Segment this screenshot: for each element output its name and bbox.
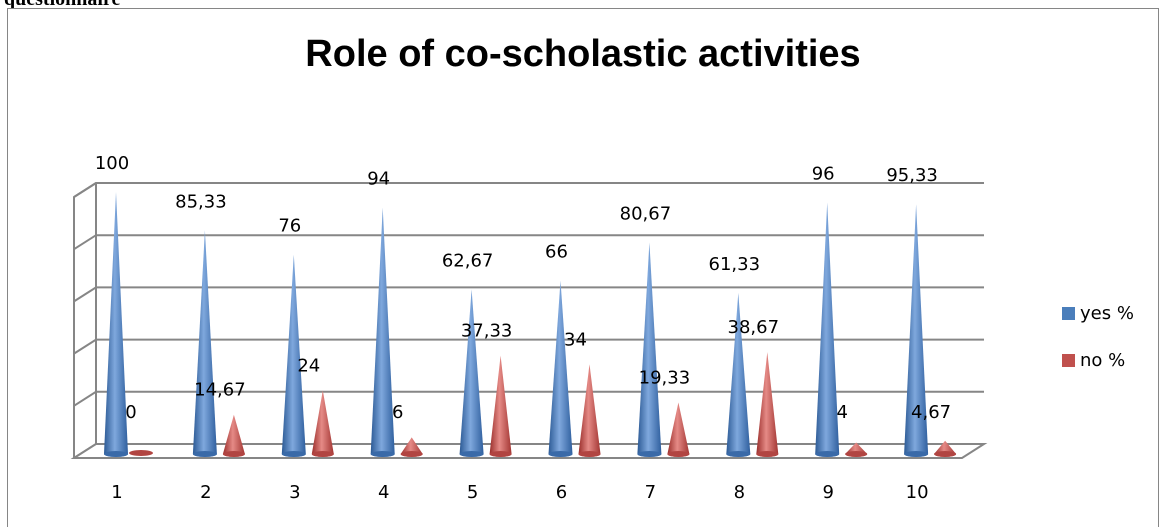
side-wall-edge xyxy=(73,182,97,458)
legend-swatch-yes xyxy=(1062,307,1075,320)
gridline xyxy=(73,182,984,198)
bar-yes xyxy=(548,280,573,458)
gridline xyxy=(73,286,984,303)
data-label-no: 0 xyxy=(125,402,136,423)
x-tick-label: 3 xyxy=(289,482,300,503)
data-label-yes: 66 xyxy=(545,242,568,263)
bar-no xyxy=(129,450,153,456)
bar-no xyxy=(934,440,957,458)
data-label-yes: 61,33 xyxy=(709,254,761,275)
data-label-no: 4,67 xyxy=(911,402,951,423)
data-label-yes: 96 xyxy=(812,163,835,184)
data-label-yes: 85,33 xyxy=(175,191,227,212)
data-label-yes: 100 xyxy=(95,153,129,174)
bar-no xyxy=(489,355,512,458)
bar-yes xyxy=(459,289,484,458)
data-label-no: 6 xyxy=(392,402,403,423)
data-label-no: 14,67 xyxy=(194,380,246,401)
bar-yes xyxy=(281,254,306,458)
data-label-no: 38,67 xyxy=(728,317,780,338)
page-header-text: questionnaire xyxy=(4,0,120,11)
legend-label-yes: yes % xyxy=(1080,303,1134,324)
bar-no xyxy=(311,390,334,458)
gridline xyxy=(73,234,984,251)
bar-yes xyxy=(370,207,395,458)
data-label-no: 4 xyxy=(836,402,847,423)
bar-no xyxy=(222,414,245,458)
x-tick-label: 1 xyxy=(111,482,122,503)
data-label-yes: 62,67 xyxy=(442,250,494,271)
data-label-yes: 76 xyxy=(278,216,301,237)
data-label-no: 37,33 xyxy=(461,321,513,342)
data-label-yes: 94 xyxy=(367,169,390,190)
x-tick-label: 4 xyxy=(378,482,389,503)
chart-title: Role of co-scholastic activities xyxy=(305,33,861,75)
gridline xyxy=(73,338,984,355)
bar-yes xyxy=(904,204,929,458)
data-label-no: 24 xyxy=(297,355,320,376)
bar-yes xyxy=(104,192,128,457)
data-label-no: 19,33 xyxy=(639,368,691,389)
bar-no xyxy=(667,402,690,458)
legend-item-yes: yes % xyxy=(1062,303,1134,324)
x-tick-label: 7 xyxy=(645,482,656,503)
legend-label-no: no % xyxy=(1080,350,1126,371)
x-tick-label: 2 xyxy=(200,482,211,503)
bar-yes xyxy=(815,202,840,458)
bar-no xyxy=(578,364,601,458)
data-label-no: 34 xyxy=(564,329,587,350)
x-tick-label: 5 xyxy=(467,482,478,503)
bar-no xyxy=(845,442,868,458)
x-tick-label: 6 xyxy=(556,482,567,503)
bar-no xyxy=(400,437,423,458)
x-tick-label: 8 xyxy=(734,482,745,503)
x-tick-label: 9 xyxy=(822,482,833,503)
bar-no xyxy=(756,352,779,458)
bar-yes xyxy=(192,230,217,458)
legend-swatch-no xyxy=(1062,354,1075,367)
x-tick-label: 10 xyxy=(906,482,929,503)
data-label-yes: 80,67 xyxy=(620,203,672,224)
gridline xyxy=(73,390,984,407)
data-label-yes: 95,33 xyxy=(886,165,938,186)
legend-item-no: no % xyxy=(1062,350,1125,371)
bar-yes xyxy=(637,242,662,458)
bar-yes xyxy=(726,292,751,458)
